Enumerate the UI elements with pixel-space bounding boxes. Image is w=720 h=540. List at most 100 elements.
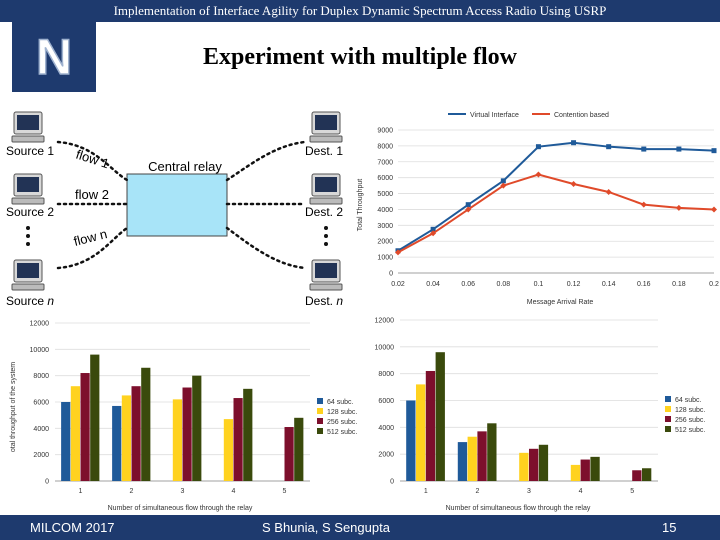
y-tick-label: 4000: [33, 426, 49, 433]
ellipsis-dots-left: [26, 226, 30, 246]
legend-label: Contention based: [554, 112, 609, 119]
series-line: [397, 141, 715, 252]
bar: [131, 386, 141, 481]
x-tick-label: 0.08: [497, 281, 511, 288]
flow-label-n: flow n: [72, 226, 109, 249]
x-tick-label: 5: [630, 488, 634, 495]
y-tick-label: 8000: [33, 373, 49, 380]
bar: [477, 431, 487, 481]
x-tick-label: 2: [475, 488, 479, 495]
bar: [415, 384, 426, 481]
bar: [121, 395, 131, 481]
y-tick-label: 1000: [377, 255, 393, 262]
x-tick-label: 0.04: [426, 281, 440, 288]
x-axis-label: Number of simultaneous flow through the …: [446, 505, 591, 512]
y-tick-label: 2000: [378, 452, 394, 459]
bar: [80, 373, 90, 481]
x-tick-label: 0.18: [672, 281, 686, 288]
data-point: [465, 206, 472, 213]
computer-icon: [309, 173, 343, 205]
relay-line-n: [225, 226, 307, 270]
legend-swatch: [665, 416, 671, 422]
computer-icon: [11, 173, 45, 205]
bar: [243, 388, 253, 481]
data-point: [430, 226, 436, 232]
x-tick-label: 4: [232, 488, 236, 495]
y-axis-label: Total Throughput: [357, 179, 364, 231]
dest-n-label: Dest. n: [305, 294, 343, 308]
bar: [284, 427, 294, 481]
bar: [182, 387, 192, 481]
legend-swatch: [317, 428, 323, 434]
source-2-label: Source 2: [6, 205, 54, 219]
bar: [519, 452, 529, 481]
bar: [223, 419, 233, 481]
y-tick-label: 7000: [377, 159, 393, 166]
bar: [294, 417, 304, 481]
bar: [90, 354, 100, 481]
page-number: 15: [662, 520, 677, 535]
legend-label: 512 subc.: [675, 427, 705, 434]
series-line: [397, 173, 715, 254]
relay-label: Central relay: [148, 159, 222, 174]
y-tick-label: 0: [45, 479, 49, 486]
bar: [406, 400, 416, 481]
footer-bar: MILCOM 2017 S Bhunia, S Sengupta 15: [0, 515, 720, 540]
x-axis-label: Number of simultaneous flow through the …: [108, 505, 253, 512]
flow-line-1: [56, 140, 129, 182]
footer-conference: MILCOM 2017: [30, 520, 115, 535]
dest-1-label: Dest. 1: [305, 144, 343, 158]
bar: [61, 402, 71, 481]
y-axis-label: otal throughput of the system: [10, 362, 17, 452]
computer-icon: [309, 259, 343, 291]
y-tick-label: 6000: [377, 175, 393, 182]
x-tick-label: 0.1: [534, 281, 544, 288]
y-tick-label: 8000: [377, 143, 393, 150]
x-tick-label: 2: [130, 488, 134, 495]
legend-swatch: [665, 406, 671, 412]
logo-letter: N: [36, 29, 72, 85]
dest-2-label: Dest. 2: [305, 205, 343, 219]
x-tick-label: 0.02: [391, 281, 405, 288]
x-tick-label: 1: [79, 488, 83, 495]
legend-swatch: [665, 396, 671, 402]
data-point: [395, 249, 401, 256]
bar: [590, 456, 600, 481]
x-tick-label: 0.12: [567, 281, 581, 288]
source-1-label: Source 1: [6, 144, 54, 158]
relay-line-1: [225, 140, 307, 182]
presentation-title: Implementation of Interface Agility for …: [113, 3, 607, 18]
legend-swatch: [665, 426, 671, 432]
y-tick-label: 2000: [377, 239, 393, 246]
legend-swatch: [317, 408, 323, 414]
x-tick-label: 0.2: [709, 281, 719, 288]
bar: [642, 468, 652, 481]
data-point: [500, 182, 507, 189]
x-tick-label: 4: [579, 488, 583, 495]
y-tick-label: 0: [390, 479, 394, 486]
legend-swatch: [317, 398, 323, 404]
source-n-label: Source n: [6, 294, 54, 308]
bar: [570, 464, 581, 481]
bar: [425, 370, 436, 481]
legend-label: 128 subc.: [675, 407, 705, 414]
bar: [141, 367, 151, 481]
data-point: [640, 201, 647, 208]
data-point: [711, 206, 717, 213]
y-tick-label: 9000: [377, 128, 393, 135]
n-logo-icon: N: [35, 28, 73, 86]
x-tick-label: 3: [181, 488, 185, 495]
y-tick-label: 2000: [33, 452, 49, 459]
x-tick-label: 5: [283, 488, 287, 495]
data-point: [570, 181, 577, 188]
data-point: [571, 140, 577, 146]
y-tick-label: 8000: [378, 371, 394, 378]
central-relay-box: [126, 173, 228, 237]
bar: [70, 386, 80, 481]
y-tick-label: 12000: [30, 321, 50, 328]
university-logo: N: [12, 22, 96, 92]
bar: [632, 470, 642, 481]
bar: [529, 448, 539, 481]
data-point: [675, 204, 682, 211]
data-point: [430, 230, 437, 237]
